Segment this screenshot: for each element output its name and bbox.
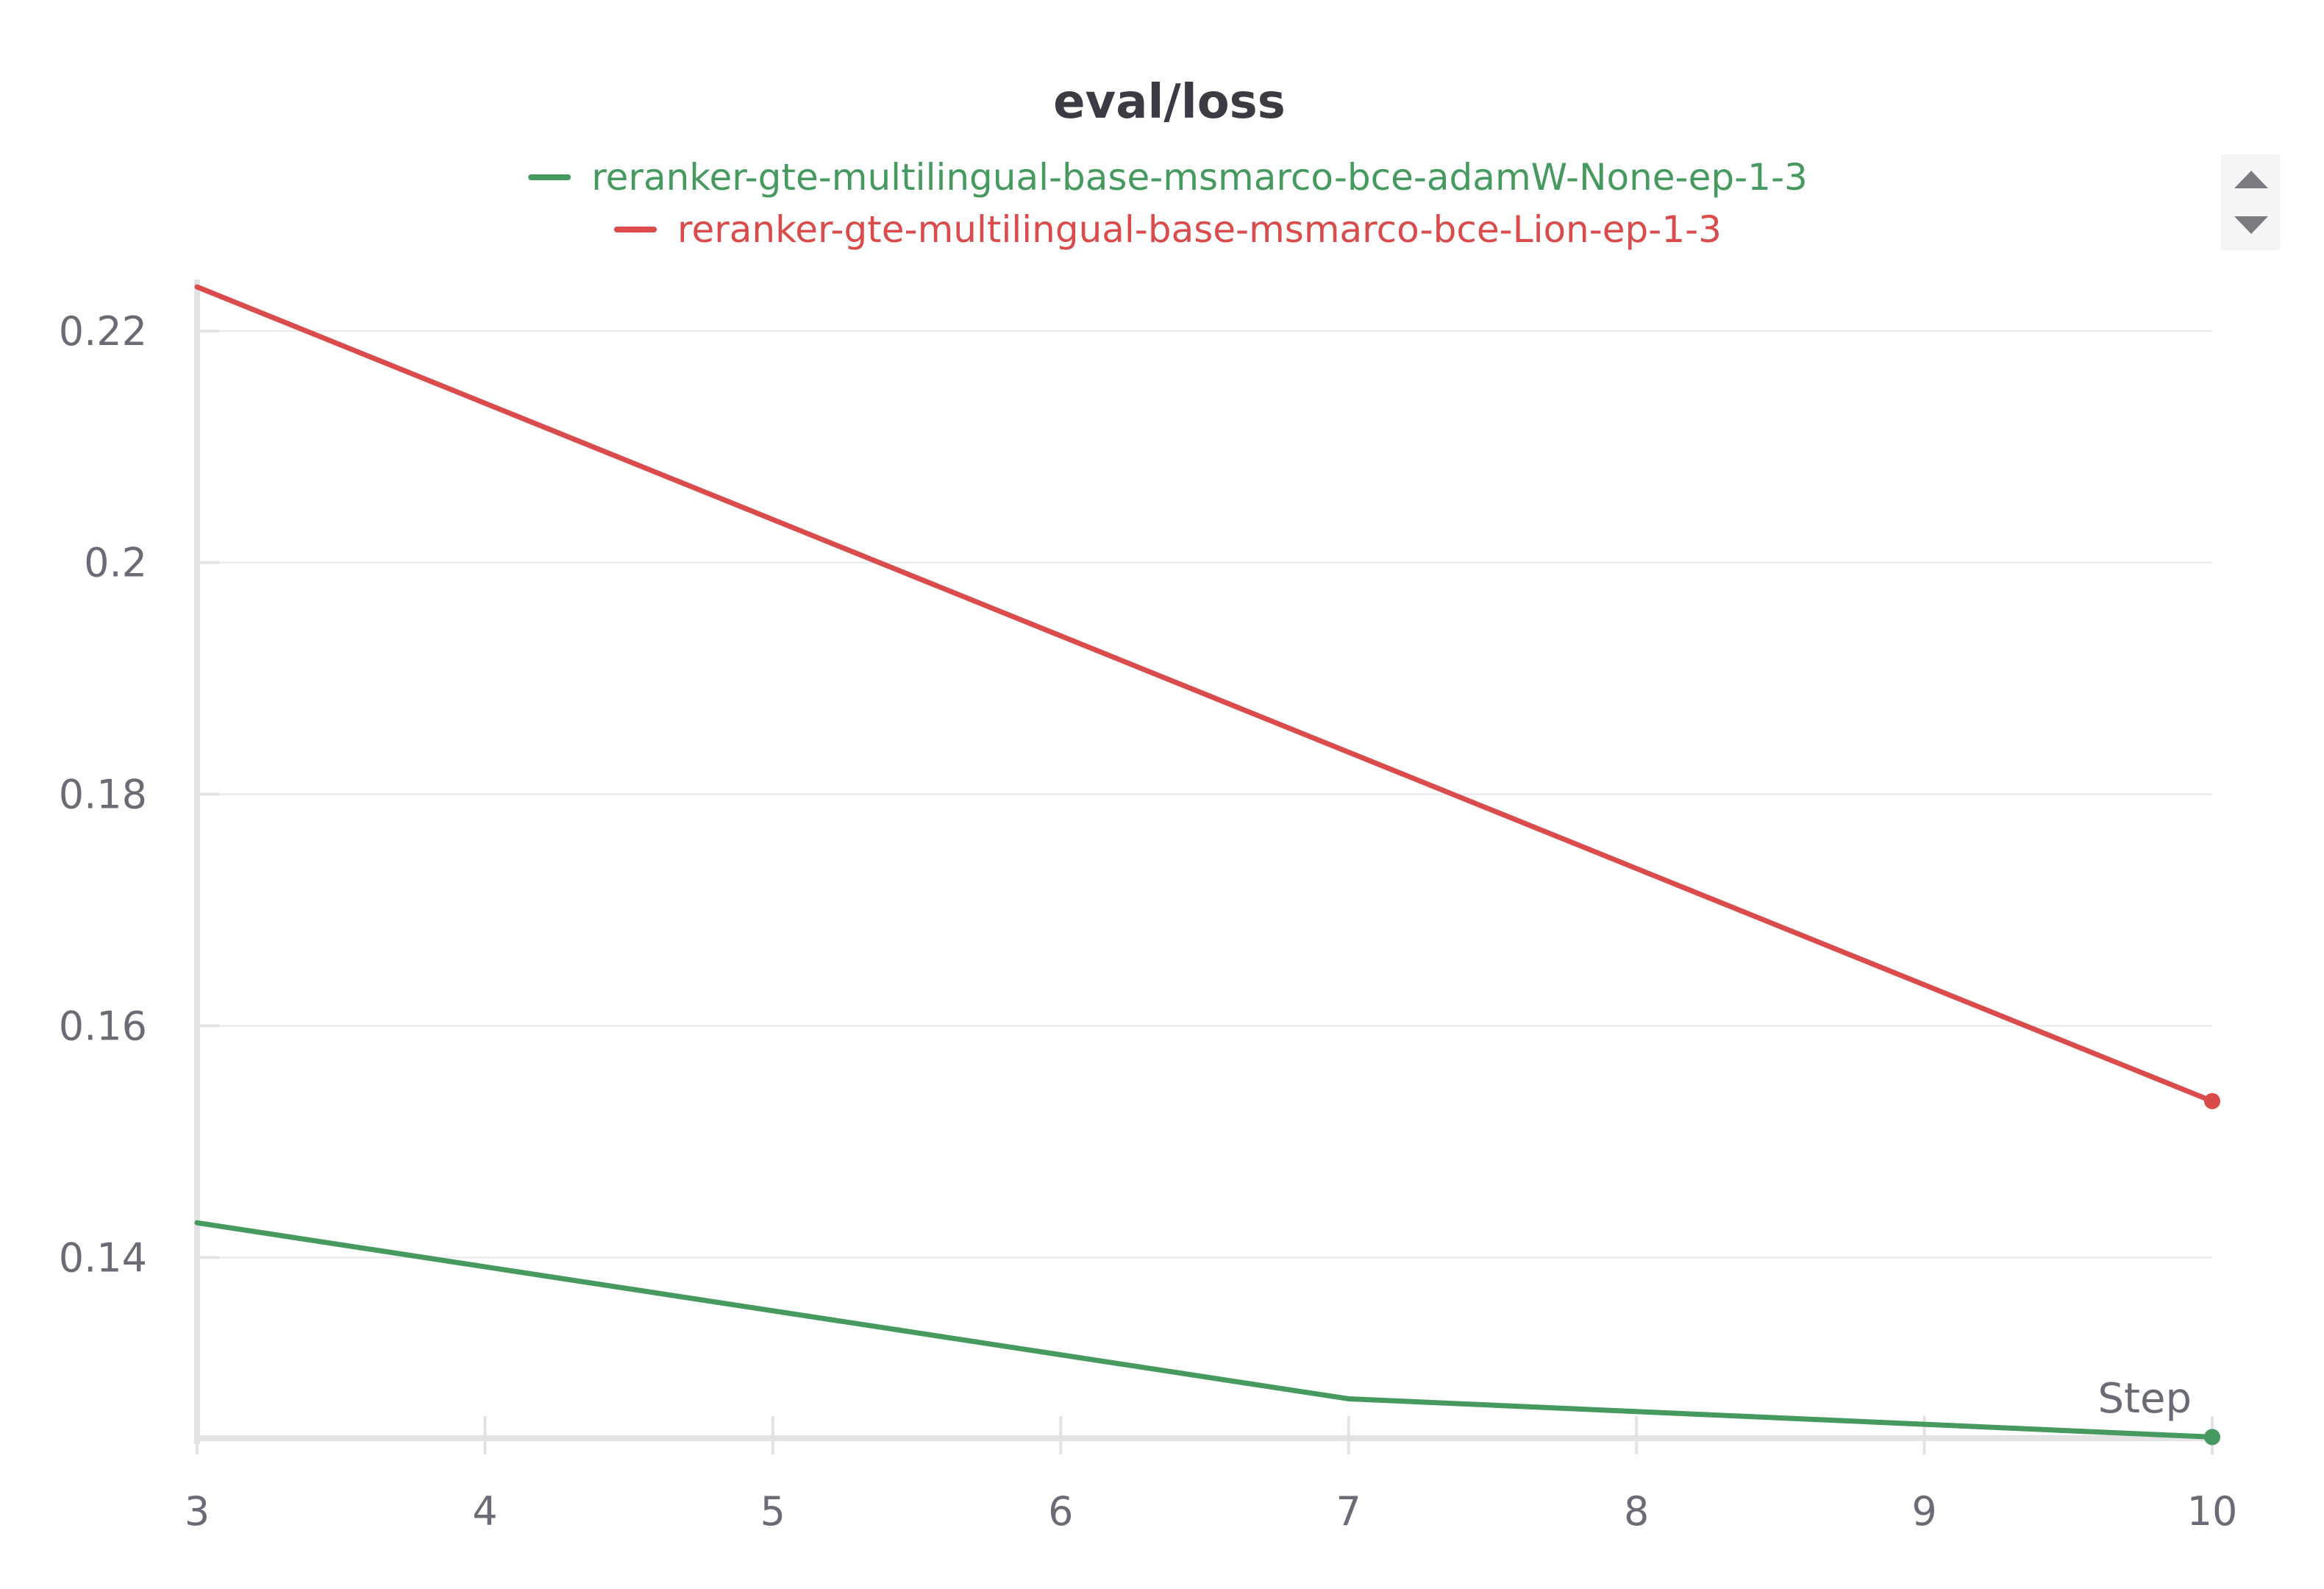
axes [194, 280, 2215, 1444]
y-tick-label: 0.22 [59, 308, 147, 355]
legend-item[interactable]: reranker-gte-multilingual-base-msmarco-b… [528, 156, 1808, 199]
x-tick-label: 9 [1911, 1488, 1936, 1535]
y-axis-ticks: 0.14 0.16 0.18 0.2 0.22 [59, 308, 219, 1281]
x-axis-title: Step [2097, 1375, 2192, 1423]
x-tick-label: 3 [185, 1488, 210, 1535]
series-group [194, 284, 2220, 1446]
legend-scroll-track [2221, 154, 2280, 250]
legend-scroll-controls [2221, 154, 2280, 250]
x-tick-label: 10 [2187, 1488, 2238, 1535]
legend-label: reranker-gte-multilingual-base-msmarco-b… [591, 156, 1808, 199]
series-line-2 [194, 284, 2215, 1104]
chart-title: eval/loss [1053, 75, 1286, 129]
legend-label: reranker-gte-multilingual-base-msmarco-b… [677, 208, 1722, 251]
x-tick-label: 8 [1624, 1488, 1649, 1535]
y-tick-label: 0.2 [84, 540, 147, 586]
legend-item[interactable]: reranker-gte-multilingual-base-msmarco-b… [614, 208, 1722, 251]
x-tick-label: 7 [1336, 1488, 1361, 1535]
series-line-1 [194, 1220, 2215, 1440]
y-tick-label: 0.14 [59, 1234, 147, 1281]
y-tick-label: 0.18 [59, 772, 147, 818]
grid [197, 330, 2212, 1259]
x-tick-label: 5 [760, 1488, 785, 1535]
triangle-down-icon[interactable] [2234, 216, 2268, 234]
series-end-point-2 [2204, 1092, 2220, 1109]
x-tick-label: 6 [1048, 1488, 1073, 1535]
series-end-point-1 [2204, 1429, 2220, 1446]
x-tick-label: 4 [472, 1488, 497, 1535]
x-axis-ticks: 3 4 5 6 7 8 9 10 [185, 1416, 2238, 1535]
y-tick-label: 0.16 [59, 1003, 147, 1049]
legend: reranker-gte-multilingual-base-msmarco-b… [528, 156, 1808, 251]
triangle-up-icon[interactable] [2234, 171, 2268, 188]
